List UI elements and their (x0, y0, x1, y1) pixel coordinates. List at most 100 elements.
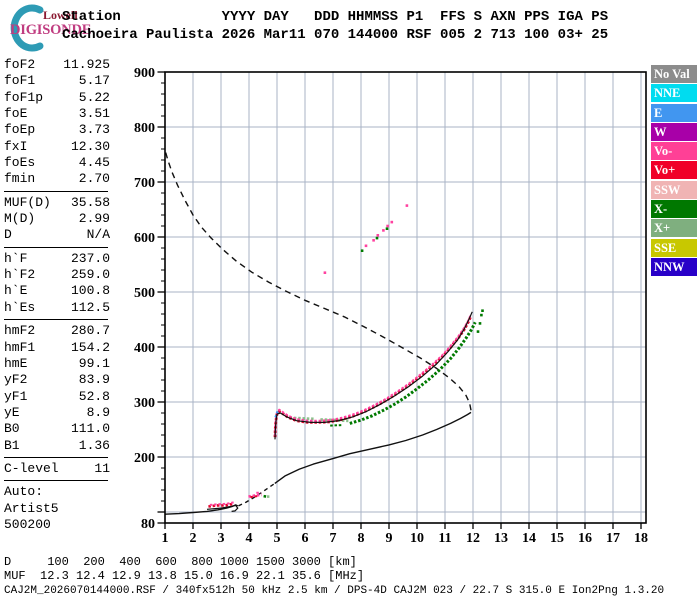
file-info-line: CAJ2M_2026070144000.RSF / 340fx512h 50 k… (4, 585, 665, 597)
param-row-foe: foE 3.51 (4, 106, 110, 122)
x-tick-label: 8 (358, 531, 365, 546)
y-tick-label: 400 (134, 341, 155, 356)
echo-speck (476, 330, 480, 333)
x-tick-label: 18 (634, 531, 648, 546)
trace-o-trace-F-pink (274, 314, 472, 436)
param-label: hmF2 (4, 323, 36, 339)
trace-profile-valley (238, 482, 276, 507)
param-row-hmf1: hmF1 154.2 (4, 340, 110, 356)
y-tick-label: 300 (134, 396, 155, 411)
param-row-yf1: yF1 52.8 (4, 389, 110, 405)
param-value: 2.99 (78, 211, 110, 227)
param-row-clevel: C-level 11 (4, 461, 110, 477)
param-label: yE (4, 404, 20, 420)
param-label: foF1p (4, 89, 44, 105)
param-value: 4.45 (78, 155, 110, 171)
param-value: 111.0 (70, 421, 110, 437)
param-value: 5.22 (78, 89, 110, 105)
trace-topside-profile-model (164, 149, 472, 411)
doppler-direction-legend: No Val NNE E W Vo- Vo+ SSW X- X+ SSE NNW (651, 65, 698, 277)
y-tick-label: 500 (134, 286, 155, 301)
param-label: h`Es (4, 299, 36, 315)
x-tick-label: 7 (330, 531, 337, 546)
x-tick-label: 2 (190, 531, 197, 546)
param-row-mufd: MUF(D) 35.58 (4, 195, 110, 211)
echo-speck (372, 239, 375, 242)
echo-speck (323, 271, 327, 274)
param-row-fof2: foF2 11.925 (4, 57, 110, 73)
param-row-500200: 500200 (4, 517, 110, 533)
echo-speck (364, 244, 368, 248)
x-tick-label: 5 (274, 531, 281, 546)
legend-item-vo-: Vo- (651, 142, 697, 161)
x-tick-label: 6 (302, 531, 309, 546)
param-row-foes: foEs 4.45 (4, 155, 110, 171)
param-value: 83.9 (78, 372, 110, 388)
header-columns-row: Station YYYY DAY DDD HHMMSS P1 FFS S AXN… (62, 9, 609, 25)
x-tick-label: 17 (606, 531, 620, 546)
param-row-hf: h`F 237.0 (4, 251, 110, 267)
param-value: 52.8 (78, 388, 110, 404)
param-value: 259.0 (70, 267, 110, 283)
param-label: M(D) (4, 211, 36, 227)
trace-x-trace-F-dark-green (349, 321, 477, 425)
legend-item-x-: X- (651, 200, 697, 219)
param-label: C-level (4, 460, 59, 476)
param-label: B1 (4, 437, 20, 453)
echo-speck (385, 227, 389, 230)
param-label: Auto: (4, 484, 44, 500)
param-row-yf2: yF2 83.9 (4, 372, 110, 388)
param-value: 280.7 (70, 323, 110, 339)
param-label: foEs (4, 155, 36, 171)
param-row-fof1: foF1 5.17 (4, 73, 110, 89)
param-label: yF2 (4, 372, 28, 388)
param-label: h`F2 (4, 267, 36, 283)
y-tick-label: 600 (134, 231, 155, 246)
x-tick-label: 15 (550, 531, 564, 546)
trace-es-trace-red (250, 495, 258, 499)
param-row-artist5: Artist5 (4, 501, 110, 517)
param-row-hme: hmE 99.1 (4, 356, 110, 372)
param-row-he: h`E 100.8 (4, 283, 110, 299)
trace-es-trace-green (263, 494, 267, 498)
param-row-hf2: h`F2 259.0 (4, 267, 110, 283)
echo-speck (481, 309, 484, 312)
param-label: fxI (4, 138, 28, 154)
x-tick-label: 12 (466, 531, 480, 546)
param-value: 12.30 (70, 138, 110, 154)
param-row-fxi: fxI 12.30 (4, 139, 110, 155)
param-row-ye: yE 8.9 (4, 405, 110, 421)
param-label: h`F (4, 250, 28, 266)
param-value: 11.925 (63, 57, 110, 72)
y-tick-label: 200 (134, 451, 155, 466)
logo-digisonde-text: DIGISONDE (10, 22, 92, 38)
param-label: fmin (4, 171, 36, 187)
trace-x-trace-F-flat-green (330, 424, 342, 427)
trace-artist-fit-line-F (274, 311, 473, 440)
param-label: foEp (4, 122, 36, 138)
param-value: N/A (86, 227, 110, 243)
param-row-fof1p: foF1p 5.22 (4, 90, 110, 106)
x-tick-label: 13 (494, 531, 508, 546)
param-row-d: D N/A (4, 227, 110, 243)
param-row-md: M(D) 2.99 (4, 211, 110, 227)
echo-speck (376, 234, 380, 237)
muf-row: MUF 12.3 12.4 12.9 13.8 15.0 16.9 22.1 3… (4, 569, 365, 583)
x-tick-label: 16 (578, 531, 592, 546)
echo-speck (382, 229, 385, 232)
param-label: hmF1 (4, 339, 36, 355)
legend-item-ssw: SSW (651, 180, 697, 199)
param-label: yF1 (4, 388, 28, 404)
param-value: 1.36 (78, 437, 110, 453)
legend-item-nne: NNE (651, 84, 697, 103)
y-tick-label: 800 (134, 121, 155, 136)
legend-item-vo+: Vo+ (651, 161, 697, 180)
param-label: h`E (4, 283, 28, 299)
param-separator (4, 319, 108, 321)
y-tick-label: 80 (141, 517, 155, 532)
x-tick-label: 4 (246, 531, 253, 546)
param-label: B0 (4, 421, 20, 437)
param-separator (4, 190, 108, 192)
param-value: 112.5 (70, 299, 110, 315)
